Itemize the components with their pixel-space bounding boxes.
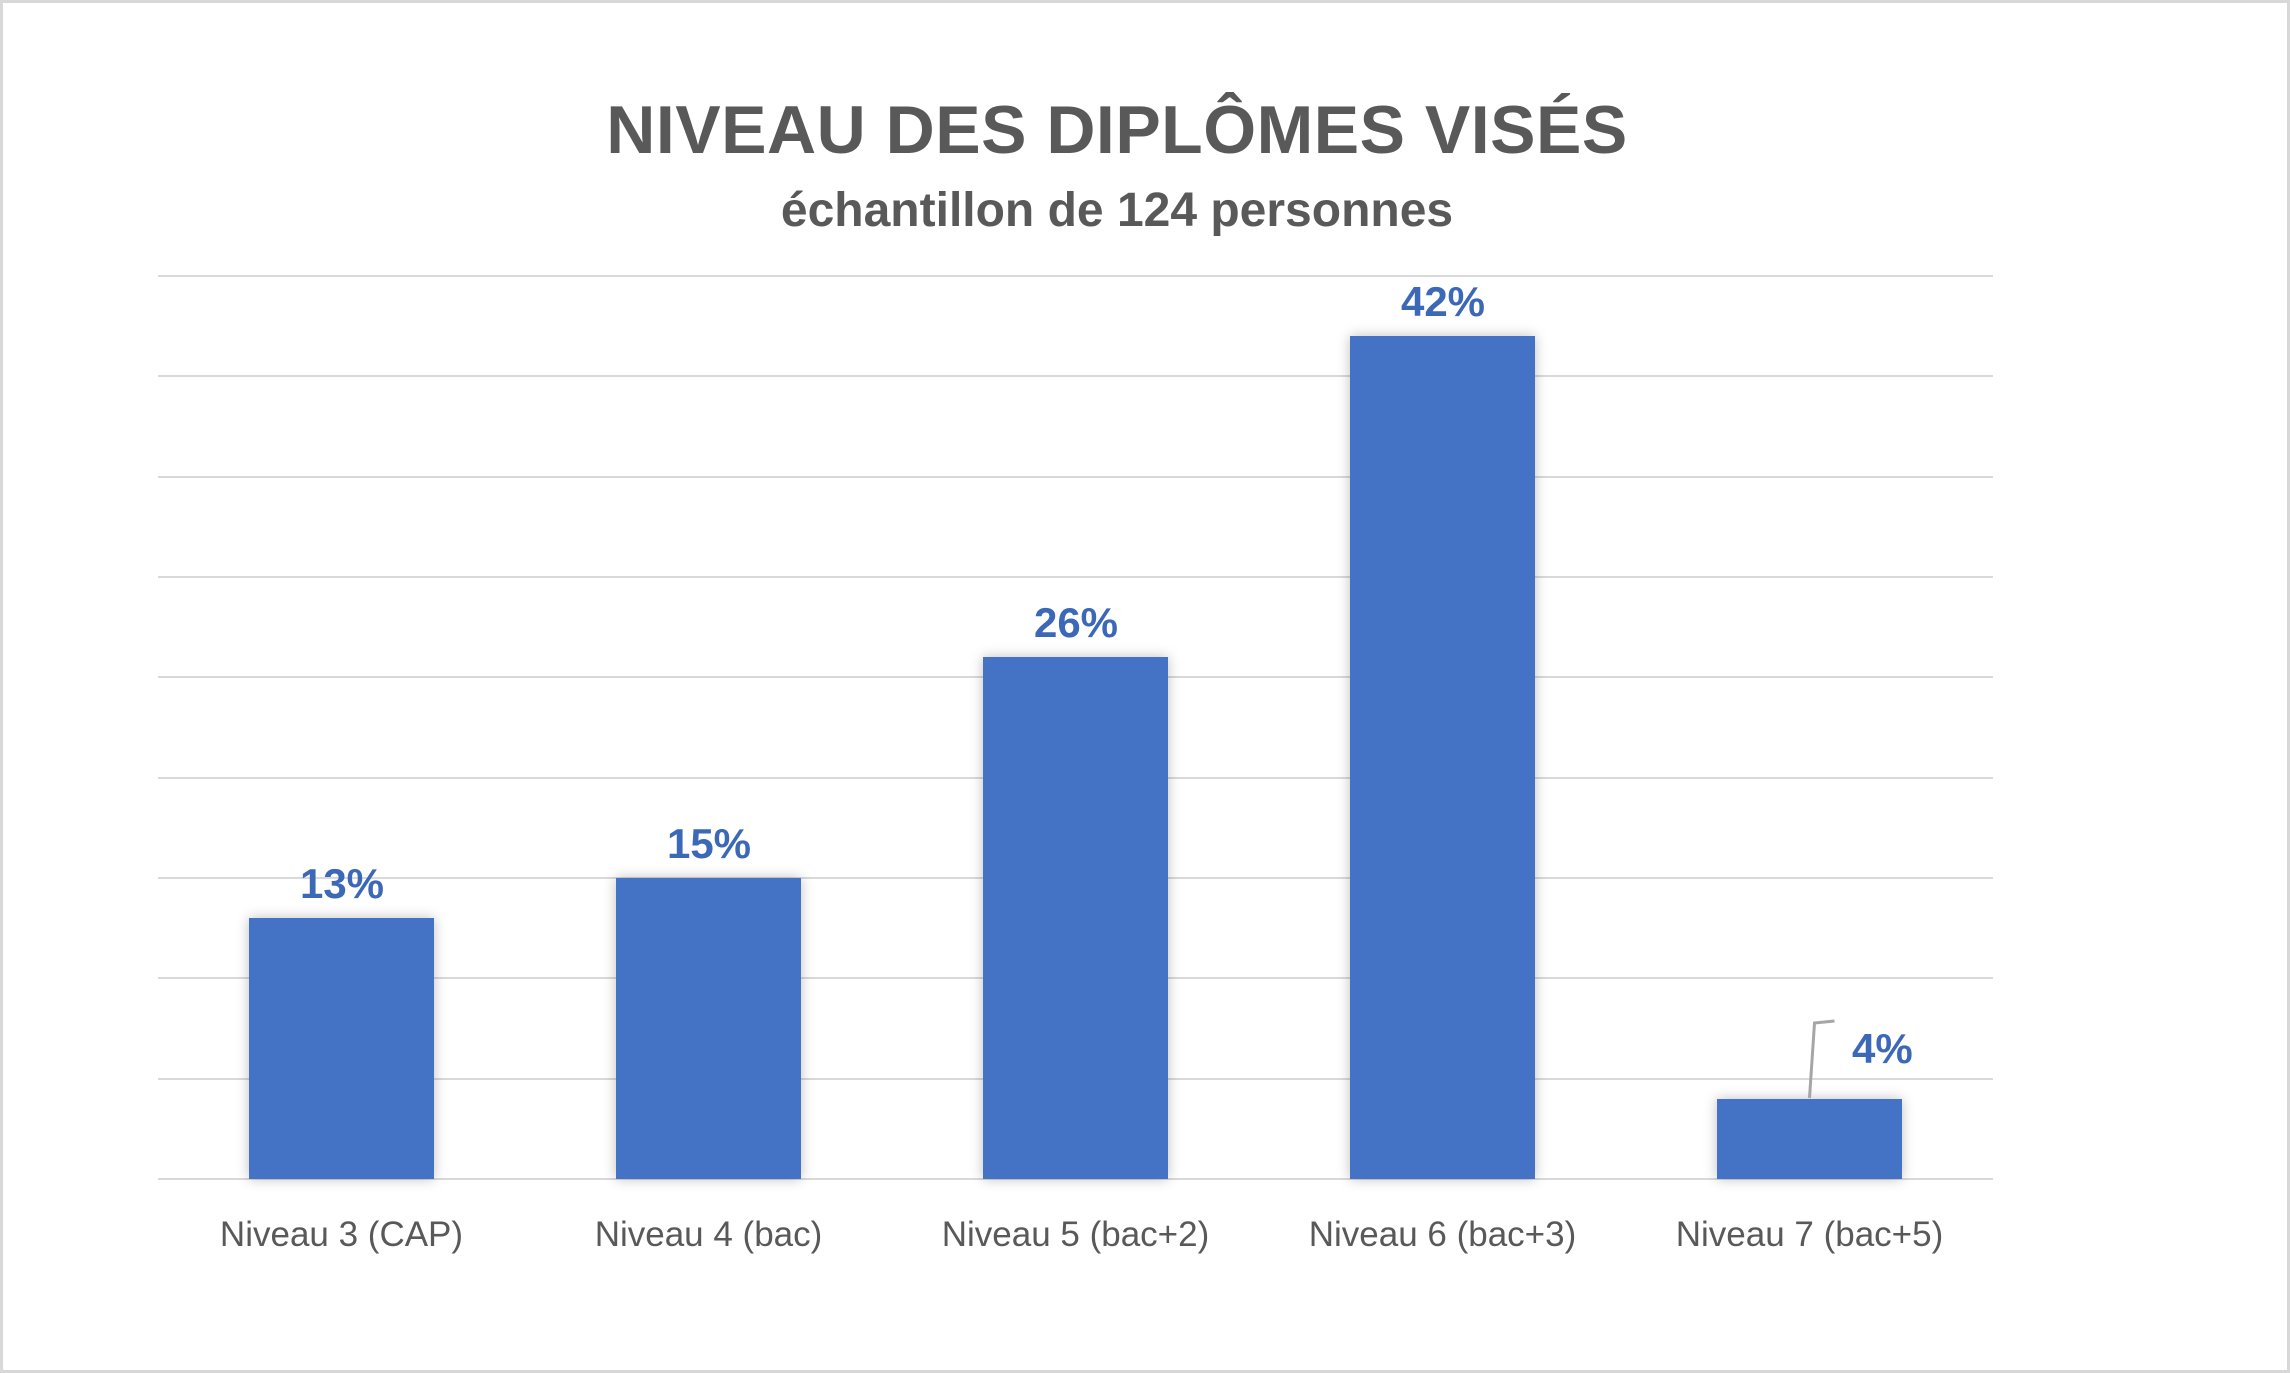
gridline bbox=[158, 375, 1993, 377]
data-label-3: 26% bbox=[1033, 599, 1119, 646]
category-label-3: Niveau 5 (bac+2) bbox=[941, 1215, 1210, 1254]
gridline bbox=[158, 476, 1993, 478]
category-label-4: Niveau 6 (bac+3) bbox=[1308, 1215, 1577, 1254]
gridline bbox=[158, 576, 1993, 578]
bar-5 bbox=[1717, 1099, 1902, 1179]
data-label-2: 15% bbox=[666, 820, 752, 867]
chart-subtitle: échantillon de 124 personnes bbox=[780, 184, 1454, 237]
bar-3 bbox=[983, 657, 1168, 1179]
data-label-5: 4% bbox=[1852, 1025, 1913, 1072]
category-label-2: Niveau 4 (bac) bbox=[594, 1215, 823, 1254]
data-label-1: 13% bbox=[299, 860, 385, 907]
bar-1 bbox=[249, 918, 434, 1179]
x-axis-line bbox=[158, 1178, 1993, 1180]
category-label-5: Niveau 7 (bac+5) bbox=[1675, 1215, 1944, 1254]
gridline bbox=[158, 275, 1993, 277]
category-label-1: Niveau 3 (CAP) bbox=[219, 1215, 464, 1254]
bar-4 bbox=[1350, 336, 1535, 1179]
data-label-4: 42% bbox=[1400, 278, 1486, 325]
chart-title: NIVEAU DES DIPLÔMES VISÉS bbox=[606, 92, 1628, 168]
bar-2 bbox=[616, 878, 801, 1179]
